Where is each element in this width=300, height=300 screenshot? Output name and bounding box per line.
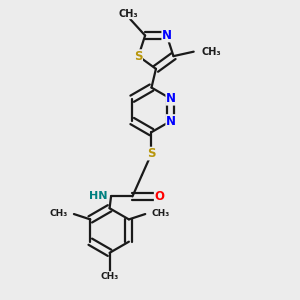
Text: N: N — [166, 115, 176, 128]
Text: CH₃: CH₃ — [49, 209, 68, 218]
Text: S: S — [134, 50, 143, 63]
Text: N: N — [162, 29, 172, 42]
Text: O: O — [154, 190, 164, 203]
Text: CH₃: CH₃ — [100, 272, 119, 280]
Text: CH₃: CH₃ — [152, 209, 170, 218]
Text: N: N — [166, 92, 176, 105]
Text: CH₃: CH₃ — [201, 47, 221, 57]
Text: HN: HN — [89, 191, 107, 201]
Text: S: S — [147, 147, 156, 160]
Text: CH₃: CH₃ — [119, 9, 139, 19]
